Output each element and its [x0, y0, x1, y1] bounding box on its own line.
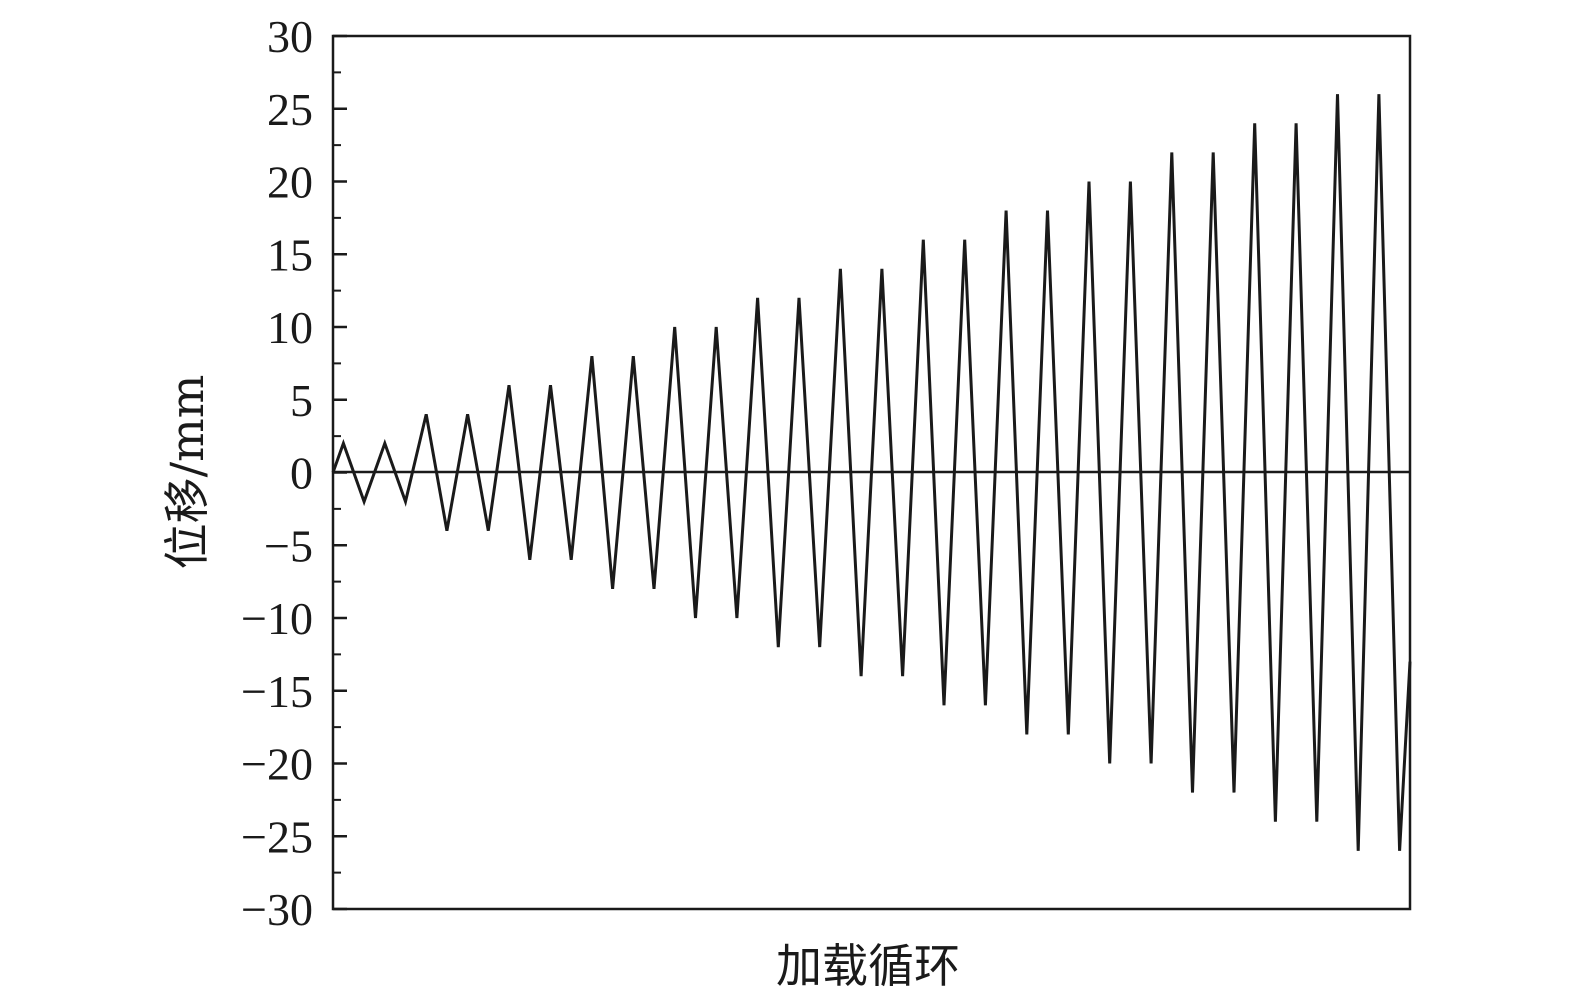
y-axis-title: 位移/mm	[160, 375, 214, 570]
y-tick-label: −5	[264, 520, 313, 571]
y-tick-label: −20	[241, 739, 313, 790]
y-tick-label: −10	[241, 593, 313, 644]
y-tick-label: 30	[267, 11, 313, 62]
x-axis-title: 加载循环	[776, 939, 960, 993]
y-axis-tick-labels: 30 25 20 15 10 5 0 −5 −10 −15 −20 −25 −30	[241, 11, 313, 935]
y-tick-label: 20	[267, 157, 313, 208]
y-tick-label: −25	[241, 811, 313, 862]
y-axis-ticks	[333, 34, 347, 911]
y-tick-label: −30	[241, 884, 313, 935]
y-tick-label: 0	[290, 448, 313, 499]
y-tick-label: 5	[290, 375, 313, 426]
y-tick-label: −15	[241, 666, 313, 717]
y-tick-label: 15	[267, 229, 313, 280]
y-tick-label: 10	[267, 302, 313, 353]
displacement-series-line	[331, 94, 1412, 851]
y-tick-label: 25	[267, 84, 313, 135]
